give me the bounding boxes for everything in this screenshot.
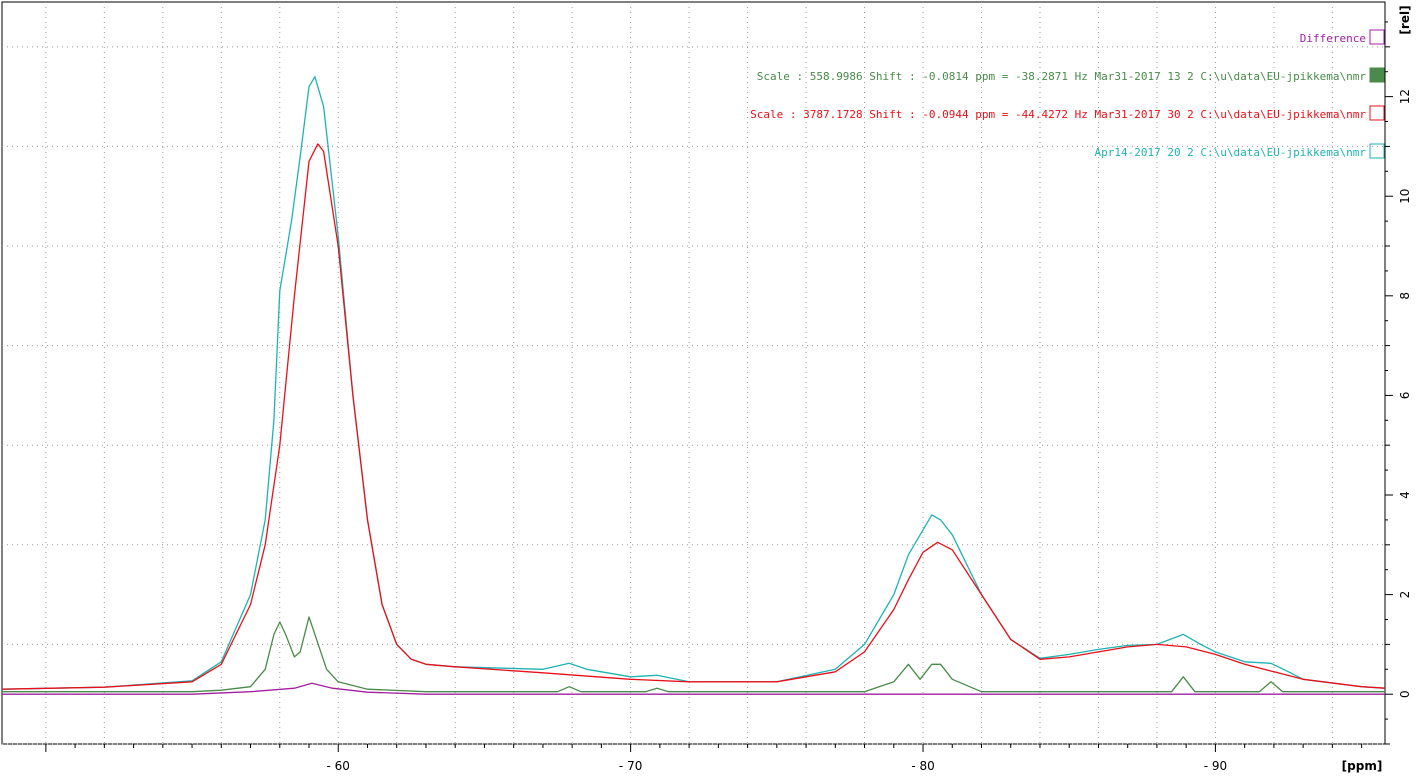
x-tick-label: - 80 [911, 759, 934, 773]
y-axis-label: [rel] [1398, 5, 1412, 34]
legend-swatch[interactable] [1369, 29, 1385, 45]
y-tick-label: 8 [1398, 292, 1412, 300]
series-line-2 [1, 143, 1386, 690]
legend-entry-text: Difference [1300, 32, 1366, 45]
series-line-1 [2, 616, 1385, 693]
y-tick-label: 2 [1398, 591, 1412, 599]
legend-entry-text: Scale : 3787.1728 Shift : -0.0944 ppm = … [750, 108, 1366, 121]
plot-frame [1, 1, 1386, 745]
x-axis-label: [ppm] [1342, 759, 1383, 773]
x-tick-label: - 60 [327, 759, 350, 773]
grid-lines [2, 2, 1385, 745]
legend-swatch[interactable] [1369, 143, 1385, 159]
y-tick-label: 12 [1398, 89, 1412, 104]
legend-entry-text: Apr14-2017 20 2 C:\u\data\EU-jpikkema\nm… [1094, 146, 1366, 159]
legend-entry-text: Scale : 558.9986 Shift : -0.0814 ppm = -… [757, 70, 1367, 83]
series-line-3 [1, 76, 1386, 690]
y-axis: 0 2 4 6 8 10 12 [rel] [1385, 5, 1412, 745]
spectrum-curves [1, 76, 1386, 695]
legend: Difference Scale : 558.9986 Shift : -0.08… [750, 29, 1385, 159]
y-tick-label: 6 [1398, 392, 1412, 400]
y-tick-label: 4 [1398, 491, 1412, 499]
y-tick-label: 0 [1398, 690, 1412, 698]
y-tick-label: 10 [1398, 189, 1412, 204]
legend-swatch[interactable] [1369, 105, 1385, 121]
x-axis: - 60 - 70 - 80 - 90 [ppm] [45, 744, 1383, 773]
x-tick-label: - 70 [619, 759, 642, 773]
series-line-0 [2, 682, 1385, 695]
legend-swatch[interactable] [1369, 67, 1385, 83]
x-tick-label: - 90 [1204, 759, 1227, 773]
